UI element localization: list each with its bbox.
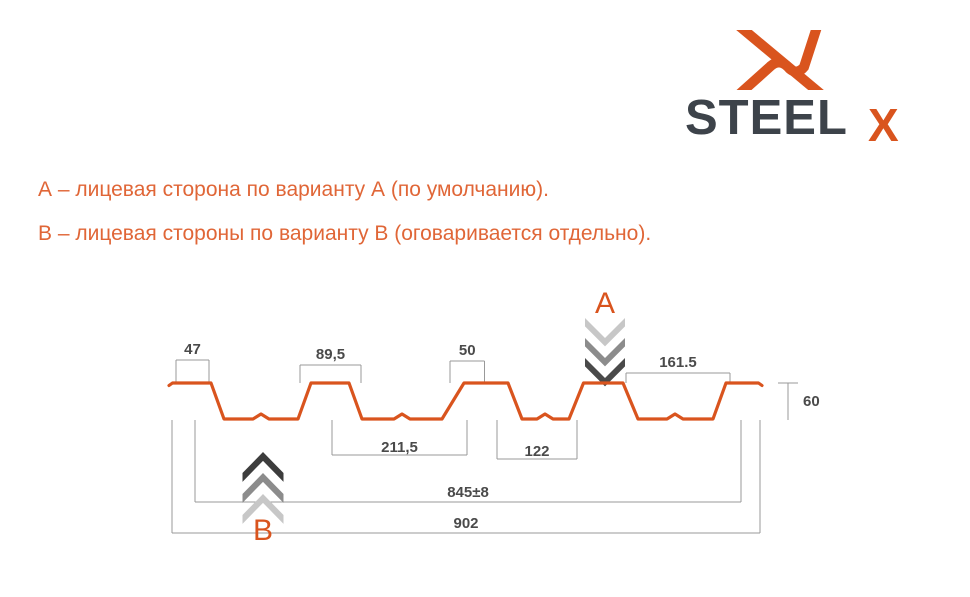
svg-text:902: 902 bbox=[453, 515, 478, 532]
svg-text:60: 60 bbox=[803, 393, 820, 410]
svg-text:845±8: 845±8 bbox=[447, 484, 489, 501]
svg-text:211,5: 211,5 bbox=[381, 439, 418, 456]
svg-text:47: 47 bbox=[184, 341, 201, 358]
svg-text:50: 50 bbox=[459, 342, 476, 359]
svg-text:B: B bbox=[253, 514, 273, 547]
svg-text:89,5: 89,5 bbox=[316, 346, 345, 363]
svg-text:A: A bbox=[595, 287, 615, 320]
svg-text:161.5: 161.5 bbox=[659, 354, 697, 371]
svg-text:122: 122 bbox=[524, 443, 549, 460]
